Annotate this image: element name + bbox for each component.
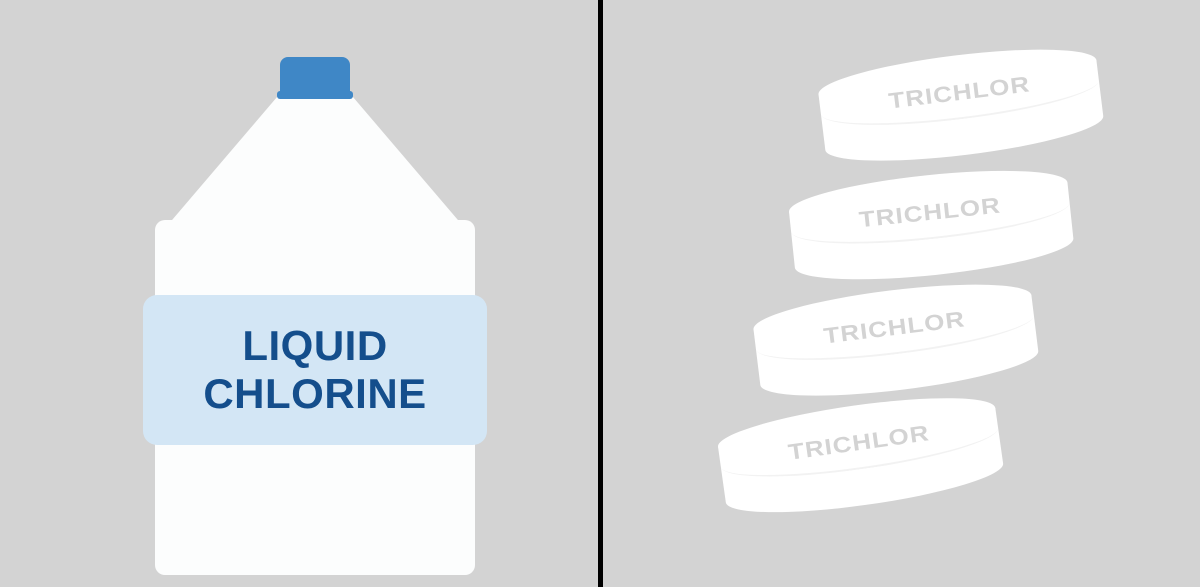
trichlor-tablet: TRICHLOR [788,181,1076,305]
trichlor-tablet: TRICHLOR [818,58,1107,186]
bottle-label-line2: CHLORINE [203,370,426,418]
bottle-label: LIQUID CHLORINE [143,295,487,445]
bottle-label-line1: LIQUID [242,322,387,370]
right-panel: TRICHLORTRICHLORTRICHLORTRICHLOR [603,0,1200,587]
liquid-chlorine-bottle: LIQUID CHLORINE [155,45,475,575]
left-panel: LIQUID CHLORINE [0,0,598,587]
trichlor-tablet: TRICHLOR [717,406,1007,539]
bottle-neck [155,90,475,240]
comparison-infographic: LIQUID CHLORINE TRICHLORTRICHLORTRICHLOR… [0,0,1200,587]
trichlor-tablet: TRICHLOR [753,293,1042,421]
bottle-cap [280,57,350,97]
trichlor-tablet-stack: TRICHLORTRICHLORTRICHLORTRICHLOR [693,45,1113,545]
